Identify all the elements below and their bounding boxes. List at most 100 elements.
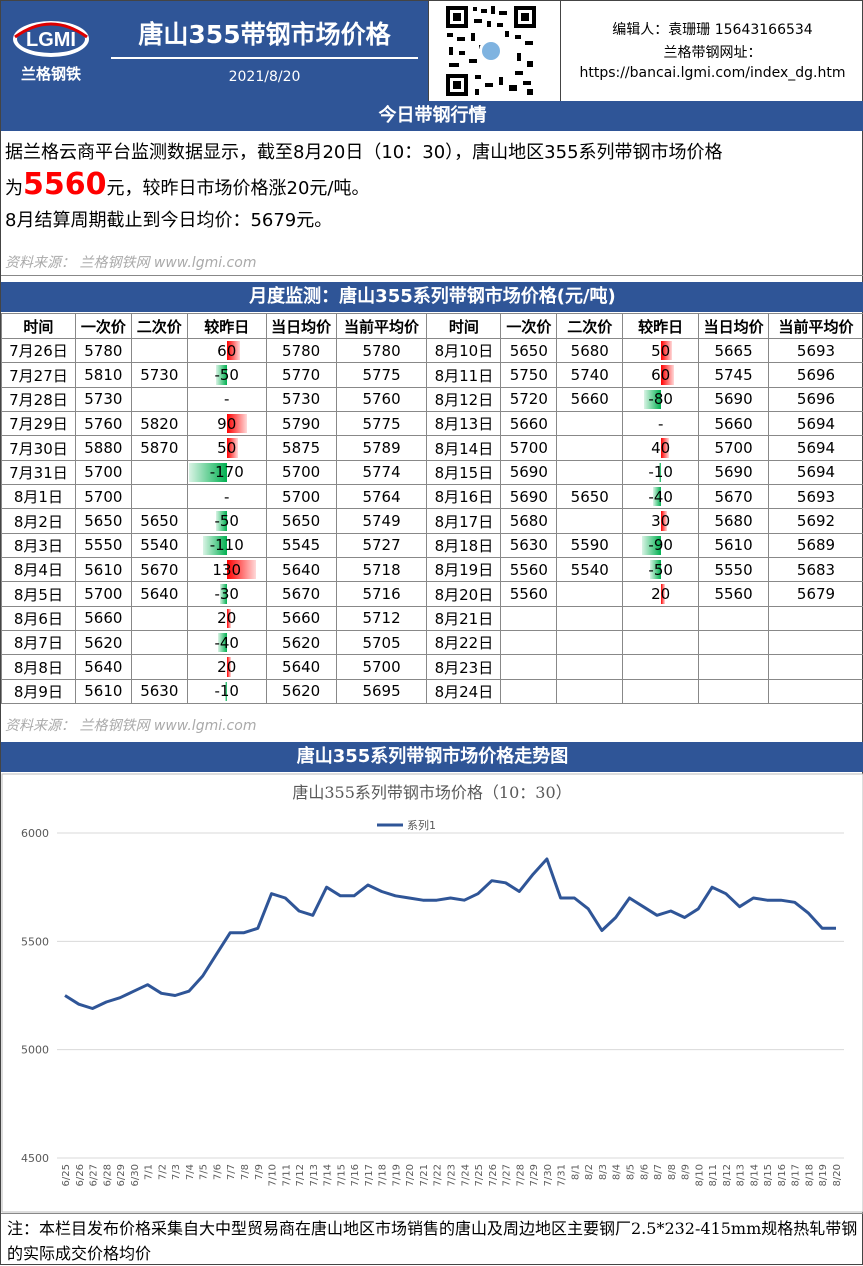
x-tick-label: 7/10 xyxy=(268,1164,279,1186)
price-cell: 5670 xyxy=(131,558,187,582)
x-tick-label: 7/4 xyxy=(185,1164,196,1180)
lgmi-logo: LGMI 兰格钢铁 xyxy=(1,1,101,101)
price-cell: 5620 xyxy=(75,631,131,655)
y-tick-label: 4500 xyxy=(21,1152,49,1165)
date-cell: 8月7日 xyxy=(2,631,76,655)
x-tick-label: 8/7 xyxy=(653,1164,664,1180)
price-cell: 5640 xyxy=(131,582,187,606)
price-cell: 5689 xyxy=(769,533,863,557)
x-tick-label: 8/9 xyxy=(681,1164,692,1180)
price-cell: 5789 xyxy=(336,436,427,460)
price-cell xyxy=(557,460,623,484)
delta-value: 20 xyxy=(651,585,670,603)
price-cell: - xyxy=(187,387,266,411)
svg-text:LGMI: LGMI xyxy=(26,29,76,51)
date-cell: 7月29日 xyxy=(2,412,76,436)
price-cell: 5650 xyxy=(75,509,131,533)
column-header: 当日均价 xyxy=(699,314,769,339)
delta-value: -40 xyxy=(214,634,239,652)
chart-title: 唐山355系列带钢市场价格（10：30） xyxy=(292,783,571,802)
delta-cell: -40 xyxy=(623,485,699,509)
delta-cell: -30 xyxy=(187,582,266,606)
column-header: 当前平均价 xyxy=(336,314,427,339)
x-tick-label: 8/10 xyxy=(694,1164,705,1186)
price-cell: 5650 xyxy=(557,485,623,509)
price-cell: 5694 xyxy=(769,436,863,460)
divider xyxy=(1,275,863,276)
price-cell xyxy=(623,655,699,679)
price-cell: 5640 xyxy=(266,558,336,582)
x-tick-label: 7/20 xyxy=(405,1164,416,1186)
date-cell: 8月5日 xyxy=(2,582,76,606)
price-cell: 5745 xyxy=(699,363,769,387)
site-url-link[interactable]: https://bancai.lgmi.com/index_dg.htm xyxy=(561,65,863,81)
price-cell xyxy=(557,631,623,655)
price-cell: 5620 xyxy=(266,679,336,703)
x-tick-label: 8/15 xyxy=(763,1164,774,1186)
x-tick-label: 8/3 xyxy=(598,1164,609,1180)
x-tick-label: 8/5 xyxy=(625,1164,636,1180)
source-note-2: 资料来源： 兰格钢铁网 www.lgmi.com xyxy=(5,715,256,735)
price-cell: 5650 xyxy=(501,339,557,363)
delta-cell: -90 xyxy=(623,533,699,557)
price-cell: 5665 xyxy=(699,339,769,363)
price-cell: 5780 xyxy=(266,339,336,363)
price-cell xyxy=(131,606,187,630)
price-cell: 5660 xyxy=(501,412,557,436)
qr-code-icon xyxy=(428,1,561,101)
delta-cell: -10 xyxy=(623,460,699,484)
summary-line-2: 为5560元，较昨日市场价格涨20元/吨。 xyxy=(5,167,860,207)
date-cell: 7月26日 xyxy=(2,339,76,363)
date-cell: 8月14日 xyxy=(427,436,501,460)
price-cell: 5670 xyxy=(266,582,336,606)
x-tick-label: 6/26 xyxy=(75,1164,86,1186)
delta-value: 20 xyxy=(217,658,236,676)
delta-cell: -80 xyxy=(623,387,699,411)
price-cell: 5540 xyxy=(557,558,623,582)
date-cell: 7月28日 xyxy=(2,387,76,411)
price-cell: 5705 xyxy=(336,631,427,655)
column-header: 较昨日 xyxy=(623,314,699,339)
date-cell: 8月18日 xyxy=(427,533,501,557)
price-cell: 5712 xyxy=(336,606,427,630)
price-cell: 5660 xyxy=(75,606,131,630)
x-tick-label: 8/8 xyxy=(667,1164,678,1180)
x-tick-label: 8/20 xyxy=(832,1164,843,1186)
price-cell: 5774 xyxy=(336,460,427,484)
price-cell: 5620 xyxy=(266,631,336,655)
x-tick-label: 8/16 xyxy=(777,1164,788,1186)
price-cell xyxy=(131,655,187,679)
price-cell xyxy=(131,460,187,484)
price-cell: 5540 xyxy=(131,533,187,557)
x-tick-label: 7/29 xyxy=(529,1164,540,1186)
x-tick-label: 7/19 xyxy=(391,1164,402,1186)
price-cell: 5700 xyxy=(336,655,427,679)
price-cell: 5610 xyxy=(75,679,131,703)
column-header: 一次价 xyxy=(75,314,131,339)
price-cell xyxy=(769,679,863,703)
x-tick-label: 8/4 xyxy=(612,1164,623,1180)
x-tick-label: 7/18 xyxy=(378,1164,389,1186)
price-cell xyxy=(557,412,623,436)
price-cell: 5740 xyxy=(557,363,623,387)
x-tick-label: 7/3 xyxy=(171,1164,182,1180)
delta-cell: -170 xyxy=(187,460,266,484)
title-divider xyxy=(111,57,418,59)
delta-cell: -50 xyxy=(187,363,266,387)
price-cell: 5880 xyxy=(75,436,131,460)
column-header: 二次价 xyxy=(131,314,187,339)
y-tick-label: 5500 xyxy=(21,935,49,948)
price-cell: 5550 xyxy=(75,533,131,557)
price-cell: 5750 xyxy=(501,363,557,387)
price-cell xyxy=(623,606,699,630)
contact-info: 编辑人：袁珊珊 15643166534 兰格带钢网址： https://banc… xyxy=(561,1,863,101)
summary-line-1: 据兰格云商平台监测数据显示，截至8月20日（10：30），唐山地区355系列带钢… xyxy=(5,139,860,167)
legend-label: 系列1 xyxy=(407,818,436,832)
price-cell: 5696 xyxy=(769,363,863,387)
